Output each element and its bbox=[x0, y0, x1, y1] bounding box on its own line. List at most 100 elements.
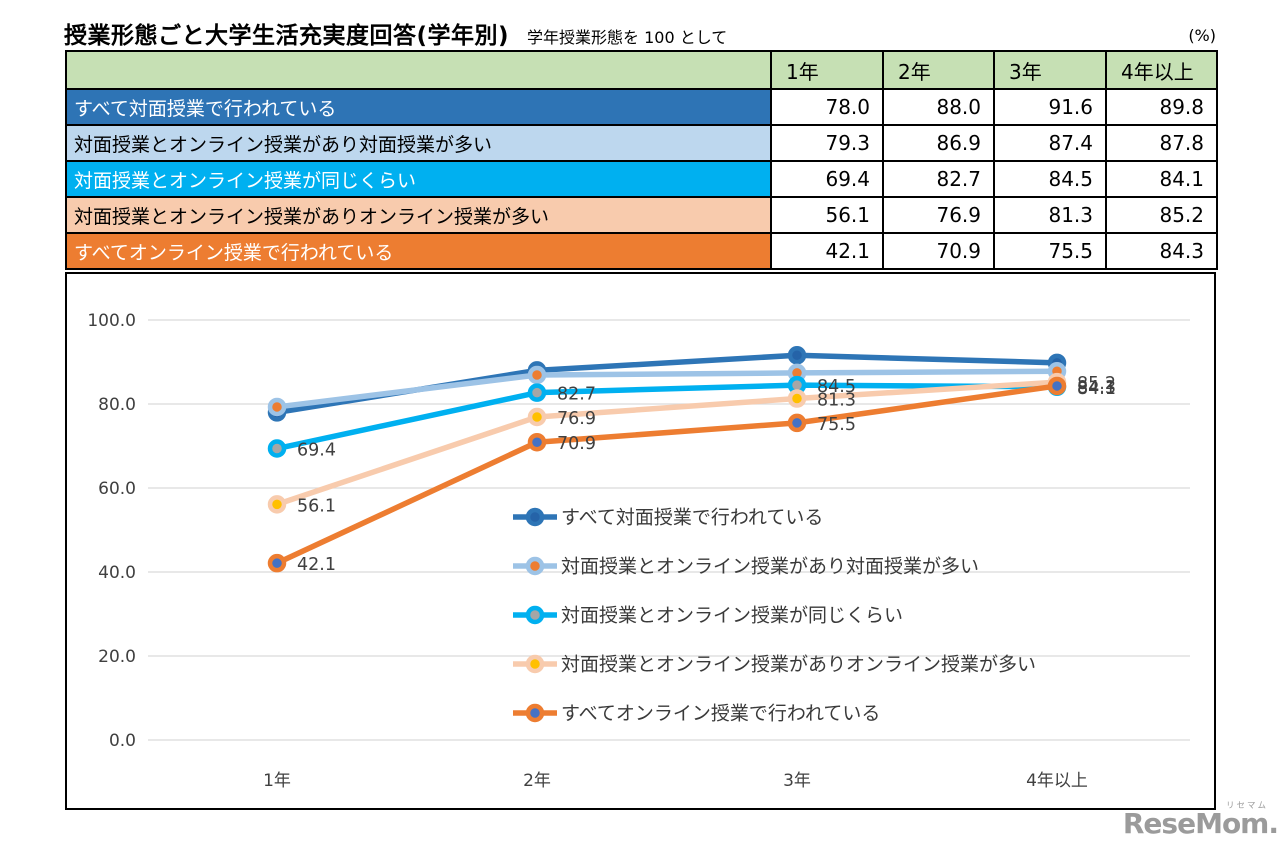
data-label-s3-3: 85.2 bbox=[1077, 374, 1116, 394]
table-row: 対面授業とオンライン授業が同じくらい 69.4 82.7 84.5 84.1 bbox=[65, 160, 1218, 198]
data-point-marker-s4-2 bbox=[787, 413, 807, 433]
cell-r4-c1: 70.9 bbox=[882, 232, 995, 270]
data-label-s4-1: 70.9 bbox=[557, 434, 596, 454]
legend-marker bbox=[525, 703, 545, 723]
cell-r3-c1: 76.9 bbox=[882, 196, 995, 234]
table-header: 1年 2年 3年 4年以上 bbox=[65, 50, 1218, 90]
y-tick-label: 60.0 bbox=[98, 479, 136, 499]
series-line-3 bbox=[274, 379, 1060, 508]
table-row: すべてオンライン授業で行われている 42.1 70.9 75.5 84.3 bbox=[65, 232, 1218, 270]
row-label-1: 対面授業とオンライン授業があり対面授業が多い bbox=[65, 124, 772, 162]
column-header-3: 3年 bbox=[993, 50, 1107, 90]
y-tick-label: 100.0 bbox=[87, 311, 136, 331]
x-tick-label: 4年以上 bbox=[1026, 771, 1088, 791]
y-tick-label: 0.0 bbox=[109, 731, 136, 751]
cell-r0-c2: 91.6 bbox=[993, 88, 1107, 126]
data-point-marker-s4-0 bbox=[267, 553, 287, 573]
cell-r3-c0: 56.1 bbox=[770, 196, 884, 234]
column-header-1: 1年 bbox=[770, 50, 884, 90]
data-label-s4-2: 75.5 bbox=[817, 415, 856, 435]
cell-r0-c1: 88.0 bbox=[882, 88, 995, 126]
data-point-marker-s4-3 bbox=[1047, 376, 1067, 396]
legend-item-2: 対面授業とオンライン授業が同じくらい bbox=[513, 605, 903, 627]
data-point-marker-s2-0 bbox=[267, 439, 287, 458]
column-header-2: 2年 bbox=[882, 50, 995, 90]
legend-label: 対面授業とオンライン授業があり対面授業が多い bbox=[561, 556, 979, 578]
cell-r3-c2: 81.3 bbox=[993, 196, 1107, 234]
data-label-s2-0: 69.4 bbox=[297, 441, 336, 461]
data-label-s4-0: 42.1 bbox=[297, 555, 336, 575]
cell-r2-c2: 84.5 bbox=[993, 160, 1107, 198]
data-table: 1年 2年 3年 4年以上 すべて対面授業で行われている 78.0 88.0 91.6 89.… bbox=[65, 50, 1218, 270]
line-chart: 100.0 80.0 60.0 40.0 20.0 0.0 1年 2年 3年 4年以上 69.4 82… bbox=[65, 272, 1216, 810]
data-label-s3-0: 56.1 bbox=[297, 496, 336, 516]
cell-r1-c0: 79.3 bbox=[770, 124, 884, 162]
column-header-4: 4年以上 bbox=[1105, 50, 1218, 90]
page-title: 授業形態ごと大学生活充実度回答(学年別) bbox=[64, 23, 510, 49]
row-label-2: 対面授業とオンライン授業が同じくらい bbox=[65, 160, 772, 198]
legend-label: すべてオンライン授業で行われている bbox=[561, 703, 880, 725]
data-point-marker-s1-0 bbox=[267, 397, 287, 417]
legend-marker bbox=[525, 654, 545, 674]
data-point-marker-s3-0 bbox=[267, 495, 287, 514]
cell-r1-c3: 87.8 bbox=[1105, 124, 1218, 162]
cell-r0-c3: 89.8 bbox=[1105, 88, 1218, 126]
legend-item-3: 対面授業とオンライン授業がありオンライン授業が多い bbox=[513, 654, 1036, 676]
logo-wordmark: ReseMom. bbox=[1122, 807, 1279, 840]
legend-marker bbox=[525, 507, 545, 527]
legend-label: すべて対面授業で行われている bbox=[561, 507, 823, 529]
data-label-s2-3: 84.1 bbox=[1077, 379, 1116, 399]
y-tick-label: 20.0 bbox=[98, 647, 136, 667]
logo-ruby-text: リセマム bbox=[1225, 801, 1268, 811]
data-label-s3-2: 81.3 bbox=[817, 391, 856, 411]
table-row: すべて対面授業で行われている 78.0 88.0 91.6 89.8 bbox=[65, 88, 1218, 126]
data-label-s3-1: 76.9 bbox=[557, 409, 596, 429]
cell-r2-c1: 82.7 bbox=[882, 160, 995, 198]
legend-marker bbox=[525, 556, 545, 576]
resemom-logo: リセマム ReseMom. bbox=[1122, 801, 1279, 840]
cell-r4-c3: 84.3 bbox=[1105, 232, 1218, 270]
y-tick-label: 80.0 bbox=[98, 395, 136, 415]
legend-label: 対面授業とオンライン授業が同じくらい bbox=[561, 605, 903, 627]
row-label-3: 対面授業とオンライン授業がありオンライン授業が多い bbox=[65, 196, 772, 234]
legend-item-0: すべて対面授業で行われている bbox=[513, 507, 823, 529]
table-row: 対面授業とオンライン授業がありオンライン授業が多い 56.1 76.9 81.3 85.… bbox=[65, 196, 1218, 234]
data-point-marker-s1-1 bbox=[527, 365, 547, 385]
chart-canvas: 100.0 80.0 60.0 40.0 20.0 0.0 1年 2年 3年 4年以上 69.4 82… bbox=[87, 311, 1190, 791]
cell-r4-c0: 42.1 bbox=[770, 232, 884, 270]
cell-r1-c2: 87.4 bbox=[993, 124, 1107, 162]
legend-label: 対面授業とオンライン授業がありオンライン授業が多い bbox=[561, 654, 1036, 676]
cell-r3-c3: 85.2 bbox=[1105, 196, 1218, 234]
table-header-row: 1年 2年 3年 4年以上 bbox=[65, 50, 1218, 90]
cell-r0-c0: 78.0 bbox=[770, 88, 884, 126]
series-line-2 bbox=[274, 382, 1060, 452]
series-line-1 bbox=[274, 368, 1060, 410]
data-label-s2-1: 82.7 bbox=[557, 385, 596, 405]
x-tick-label: 1年 bbox=[263, 771, 291, 791]
cell-r2-c0: 69.4 bbox=[770, 160, 884, 198]
x-tick-label: 3年 bbox=[783, 771, 811, 791]
y-tick-label: 40.0 bbox=[98, 563, 136, 583]
chart-header: 授業形態ごと大学生活充実度回答(学年別) 学年授業形態を 100 として bbox=[64, 16, 727, 50]
row-label-0: すべて対面授業で行われている bbox=[65, 88, 772, 126]
unit-label: (%) bbox=[1188, 26, 1216, 45]
table-corner-cell bbox=[65, 50, 772, 90]
series-line-4 bbox=[274, 383, 1060, 566]
data-point-marker-s3-2 bbox=[787, 389, 807, 408]
legend-item-4: すべてオンライン授業で行われている bbox=[513, 703, 880, 725]
x-tick-label: 2年 bbox=[523, 771, 551, 791]
legend-item-1: 対面授業とオンライン授業があり対面授業が多い bbox=[513, 556, 979, 578]
data-point-marker-s4-1 bbox=[527, 432, 547, 452]
row-label-4: すべてオンライン授業で行われている bbox=[65, 232, 772, 270]
table-row: 対面授業とオンライン授業があり対面授業が多い 79.3 86.9 87.4 87.8 bbox=[65, 124, 1218, 162]
data-point-marker-s2-1 bbox=[527, 383, 547, 402]
data-label-s4-3: 84.3 bbox=[1077, 378, 1116, 398]
table-body: すべて対面授業で行われている 78.0 88.0 91.6 89.8 対面授業とオンライン… bbox=[65, 88, 1218, 270]
data-point-marker-s0-2 bbox=[787, 346, 807, 365]
data-point-marker-s3-1 bbox=[527, 407, 547, 427]
cell-r1-c1: 86.9 bbox=[882, 124, 995, 162]
data-label-s2-2: 84.5 bbox=[817, 377, 856, 397]
cell-r4-c2: 75.5 bbox=[993, 232, 1107, 270]
cell-r2-c3: 84.1 bbox=[1105, 160, 1218, 198]
